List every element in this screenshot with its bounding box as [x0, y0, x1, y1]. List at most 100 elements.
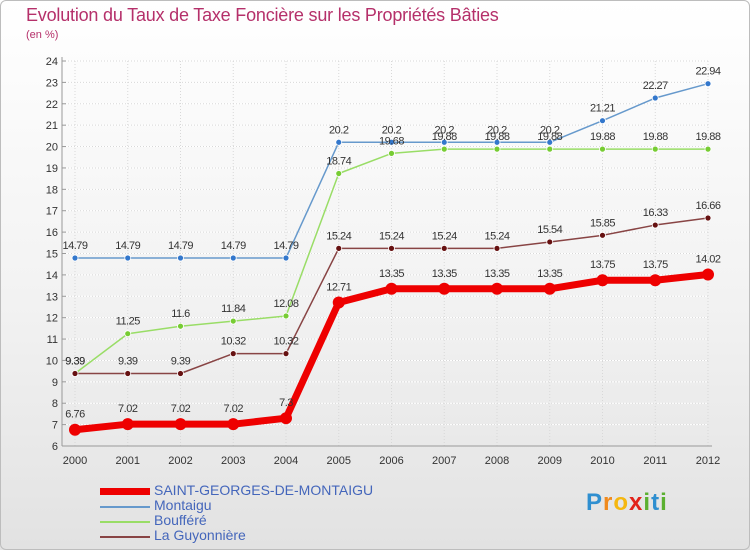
logo-letter: t	[651, 489, 661, 516]
y-tick-label: 9	[52, 377, 58, 389]
y-tick-label: 11	[47, 334, 58, 346]
data-point	[704, 214, 712, 222]
x-tick-label: 2012	[696, 455, 720, 467]
legend-swatch	[100, 506, 150, 508]
legend-swatch	[100, 536, 150, 538]
y-tick-label: 14	[46, 270, 58, 282]
data-point	[388, 138, 395, 146]
data-point	[332, 296, 345, 309]
x-tick-label: 2008	[485, 455, 509, 467]
x-tick-label: 2002	[168, 455, 192, 467]
data-point	[124, 254, 132, 262]
data-label: 9.39	[171, 355, 191, 367]
data-label: 15.24	[432, 230, 457, 242]
data-label: 13.35	[432, 268, 457, 280]
data-point	[440, 138, 448, 146]
legend-label: Boufféré	[154, 512, 207, 528]
y-tick-label: 8	[52, 398, 58, 410]
data-label: 15.85	[590, 217, 615, 229]
data-label: 20.2	[382, 124, 402, 136]
y-tick-label: 18	[46, 184, 58, 196]
data-label: 13.75	[643, 259, 668, 271]
data-label: 19.88	[695, 131, 720, 143]
data-label: 19.88	[432, 131, 457, 143]
y-tick-label: 15	[46, 249, 58, 261]
data-label: 7.02	[118, 403, 138, 415]
data-label: 10.32	[221, 336, 246, 348]
y-tick-label: 16	[46, 227, 58, 239]
data-label: 7.02	[171, 403, 191, 415]
data-label: 22.27	[643, 80, 668, 92]
logo-letter: r	[603, 489, 614, 516]
legend-label: SAINT-GEORGES-DE-MONTAIGU	[154, 482, 374, 498]
logo-letter: i	[643, 489, 652, 516]
data-label: 19.88	[643, 131, 668, 143]
data-point	[282, 350, 290, 358]
data-label: 12.71	[326, 281, 351, 293]
data-label: 19.88	[590, 131, 615, 143]
data-point	[702, 268, 714, 281]
logo-letter: x	[629, 489, 644, 516]
x-tick-label: 2011	[643, 455, 667, 467]
data-point	[335, 138, 343, 146]
data-label: 15.24	[326, 230, 351, 242]
y-tick-label: 21	[46, 120, 58, 132]
data-point	[543, 282, 556, 295]
data-label: 14.02	[695, 253, 720, 265]
data-label: 16.33	[643, 207, 668, 219]
data-label: 20.2	[540, 124, 560, 136]
y-tick-label: 12	[46, 313, 58, 325]
data-point	[71, 370, 79, 377]
data-label: 6.76	[65, 409, 85, 421]
legend-swatch	[100, 521, 150, 523]
x-tick-label: 2007	[432, 455, 456, 467]
y-tick-label: 22	[46, 99, 58, 111]
y-tick-label: 7	[52, 420, 58, 432]
x-tick-label: 2004	[274, 455, 298, 467]
x-tick-label: 2003	[221, 455, 245, 467]
x-tick-label: 2009	[538, 455, 562, 467]
data-label: 11.25	[116, 316, 141, 328]
data-point	[493, 138, 501, 146]
data-point	[704, 80, 712, 88]
logo-letter: i	[660, 489, 668, 516]
legend-item: Montaigu	[100, 497, 500, 513]
data-label: 19.68	[379, 135, 404, 147]
data-point	[546, 138, 554, 146]
data-label: 9.39	[118, 355, 138, 367]
data-point	[388, 244, 395, 252]
legend-label: Montaigu	[154, 497, 212, 513]
data-label: 7.3	[279, 397, 293, 409]
data-label: 11.84	[221, 303, 246, 315]
legend-label: La Guyonnière	[154, 527, 246, 543]
data-point	[280, 412, 292, 425]
data-point	[121, 418, 134, 431]
data-point	[491, 282, 503, 295]
data-label: 14.79	[115, 240, 140, 252]
y-tick-label: 20	[46, 142, 58, 154]
y-tick-label: 24	[46, 56, 58, 68]
data-point	[651, 145, 659, 153]
data-point	[227, 418, 240, 431]
data-point	[174, 418, 187, 431]
data-point	[282, 312, 290, 320]
data-point	[599, 145, 606, 153]
data-point	[229, 254, 237, 262]
data-point	[71, 254, 79, 262]
proxiti-logo: Proxiti	[586, 489, 668, 517]
data-label: 13.35	[537, 268, 562, 280]
data-label: 14.79	[62, 240, 87, 252]
data-label: 22.94	[695, 66, 720, 78]
data-point	[177, 254, 184, 262]
legend-item: Boufféré	[100, 512, 500, 528]
y-unit-label: (en %)	[26, 29, 59, 41]
data-label: 19.88	[537, 131, 562, 143]
y-tick-label: 6	[52, 441, 58, 453]
x-tick-label: 2005	[327, 455, 351, 467]
data-point	[385, 282, 398, 295]
data-point	[596, 274, 609, 287]
legend-swatch	[100, 488, 150, 495]
data-point	[229, 317, 237, 325]
data-label: 15.24	[379, 230, 404, 242]
